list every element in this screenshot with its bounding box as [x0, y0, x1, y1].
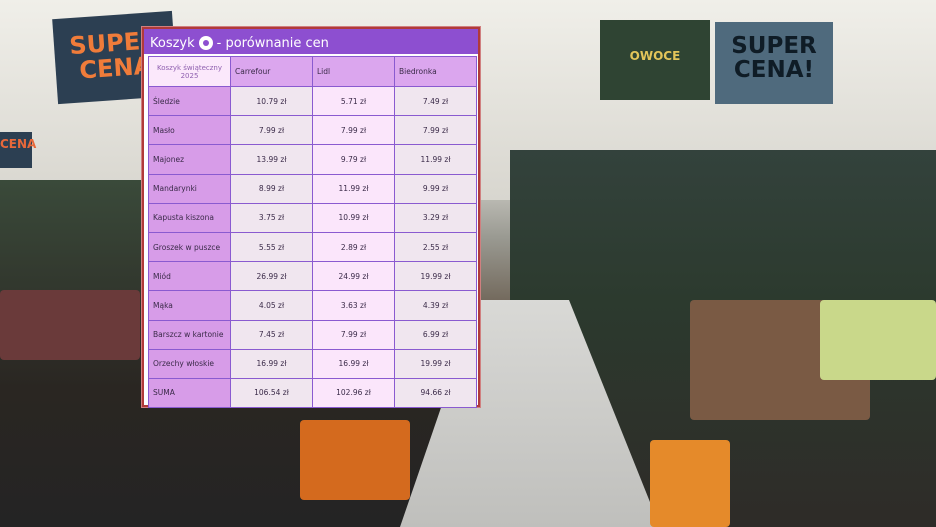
price-lidl: 24.99 zł	[312, 261, 395, 292]
price-biedronka: 11.99 zł	[394, 144, 477, 175]
price-biedronka: 94.66 zł	[394, 377, 477, 409]
price-carrefour: 26.99 zł	[230, 261, 313, 292]
price-biedronka: 3.29 zł	[394, 202, 477, 233]
table-row: Śledzie 10.79 zł 5.71 zł 7.49 zł	[148, 85, 477, 117]
item-name: Mandarynki	[148, 173, 231, 204]
price-biedronka: 2.55 zł	[394, 231, 477, 263]
table-row: Barszcz w kartonie 7.45 zł 7.99 zł 6.99 zł	[148, 319, 477, 350]
panel-title-suffix: - porównanie cen	[216, 35, 329, 51]
table-row: Groszek w puszce 5.55 zł 2.89 zł 2.55 zł	[148, 231, 477, 263]
table-row: Kapusta kiszona 3.75 zł 10.99 zł 3.29 zł	[148, 202, 477, 233]
header-carrefour: Carrefour	[230, 56, 313, 87]
price-biedronka: 6.99 zł	[394, 319, 477, 350]
price-carrefour: 10.79 zł	[230, 85, 313, 117]
price-carrefour: 4.05 zł	[230, 290, 313, 321]
price-carrefour: 13.99 zł	[230, 144, 313, 175]
table-row: Masło 7.99 zł 7.99 zł 7.99 zł	[148, 115, 477, 146]
table-row: SUMA 106.54 zł 102.96 zł 94.66 zł	[148, 377, 477, 409]
price-table: Koszyk świąteczny 2025 Carrefour Lidl Bi…	[148, 56, 477, 409]
owoce-sign: OWOCE	[600, 20, 710, 100]
panel-title-text: Koszyk	[150, 35, 195, 51]
panel-title: Koszyk - porównanie cen	[144, 29, 478, 54]
price-carrefour: 7.99 zł	[230, 115, 313, 146]
fruit-crates	[0, 290, 140, 360]
header-biedronka: Biedronka	[394, 56, 477, 87]
item-name: Groszek w puszce	[148, 231, 231, 263]
item-name: Barszcz w kartonie	[148, 319, 231, 350]
price-carrefour: 8.99 zł	[230, 173, 313, 204]
price-lidl: 9.79 zł	[312, 144, 395, 175]
price-carrefour: 5.55 zł	[230, 231, 313, 263]
brand-logo-icon	[198, 36, 213, 50]
price-lidl: 16.99 zł	[312, 348, 395, 379]
price-biedronka: 7.99 zł	[394, 115, 477, 146]
price-biedronka: 19.99 zł	[394, 348, 477, 379]
price-carrefour: 3.75 zł	[230, 202, 313, 233]
price-lidl: 11.99 zł	[312, 173, 395, 204]
table-row: Miód 26.99 zł 24.99 zł 19.99 zł	[148, 261, 477, 292]
price-lidl: 5.71 zł	[312, 85, 395, 117]
price-carrefour: 106.54 zł	[230, 377, 313, 409]
item-name: Majonez	[148, 144, 231, 175]
price-carrefour: 7.45 zł	[230, 319, 313, 350]
super-cena-sign-right: SUPER CENA!	[715, 22, 833, 104]
oranges	[650, 440, 730, 527]
price-lidl: 3.63 zł	[312, 290, 395, 321]
cena-sign: CENA	[0, 132, 36, 168]
price-lidl: 102.96 zł	[312, 377, 395, 409]
price-lidl: 10.99 zł	[312, 202, 395, 233]
price-biedronka: 4.39 zł	[394, 290, 477, 321]
item-name: Masło	[148, 115, 231, 146]
price-biedronka: 19.99 zł	[394, 261, 477, 292]
price-lidl: 2.89 zł	[312, 231, 395, 263]
price-lidl: 7.99 zł	[312, 115, 395, 146]
item-name: Orzechy włoskie	[148, 348, 231, 379]
item-name: Śledzie	[148, 85, 231, 117]
price-comparison-panel: Koszyk - porównanie cen Koszyk świąteczn…	[142, 27, 480, 409]
price-biedronka: 7.49 zł	[394, 85, 477, 117]
price-carrefour: 16.99 zł	[230, 348, 313, 379]
grapes	[820, 300, 936, 380]
price-biedronka: 9.99 zł	[394, 173, 477, 204]
price-lidl: 7.99 zł	[312, 319, 395, 350]
table-row: Mąka 4.05 zł 3.63 zł 4.39 zł	[148, 290, 477, 321]
table-header-row: Koszyk świąteczny 2025 Carrefour Lidl Bi…	[148, 56, 477, 87]
table-row: Majonez 13.99 zł 9.79 zł 11.99 zł	[148, 144, 477, 175]
pumpkins	[300, 420, 410, 500]
item-name: Mąka	[148, 290, 231, 321]
header-corner: Koszyk świąteczny 2025	[148, 56, 231, 87]
item-name: Kapusta kiszona	[148, 202, 231, 233]
header-lidl: Lidl	[312, 56, 395, 87]
table-row: Mandarynki 8.99 zł 11.99 zł 9.99 zł	[148, 173, 477, 204]
item-name: Miód	[148, 261, 231, 292]
table-row: Orzechy włoskie 16.99 zł 16.99 zł 19.99 zł	[148, 348, 477, 379]
item-name: SUMA	[148, 377, 231, 409]
